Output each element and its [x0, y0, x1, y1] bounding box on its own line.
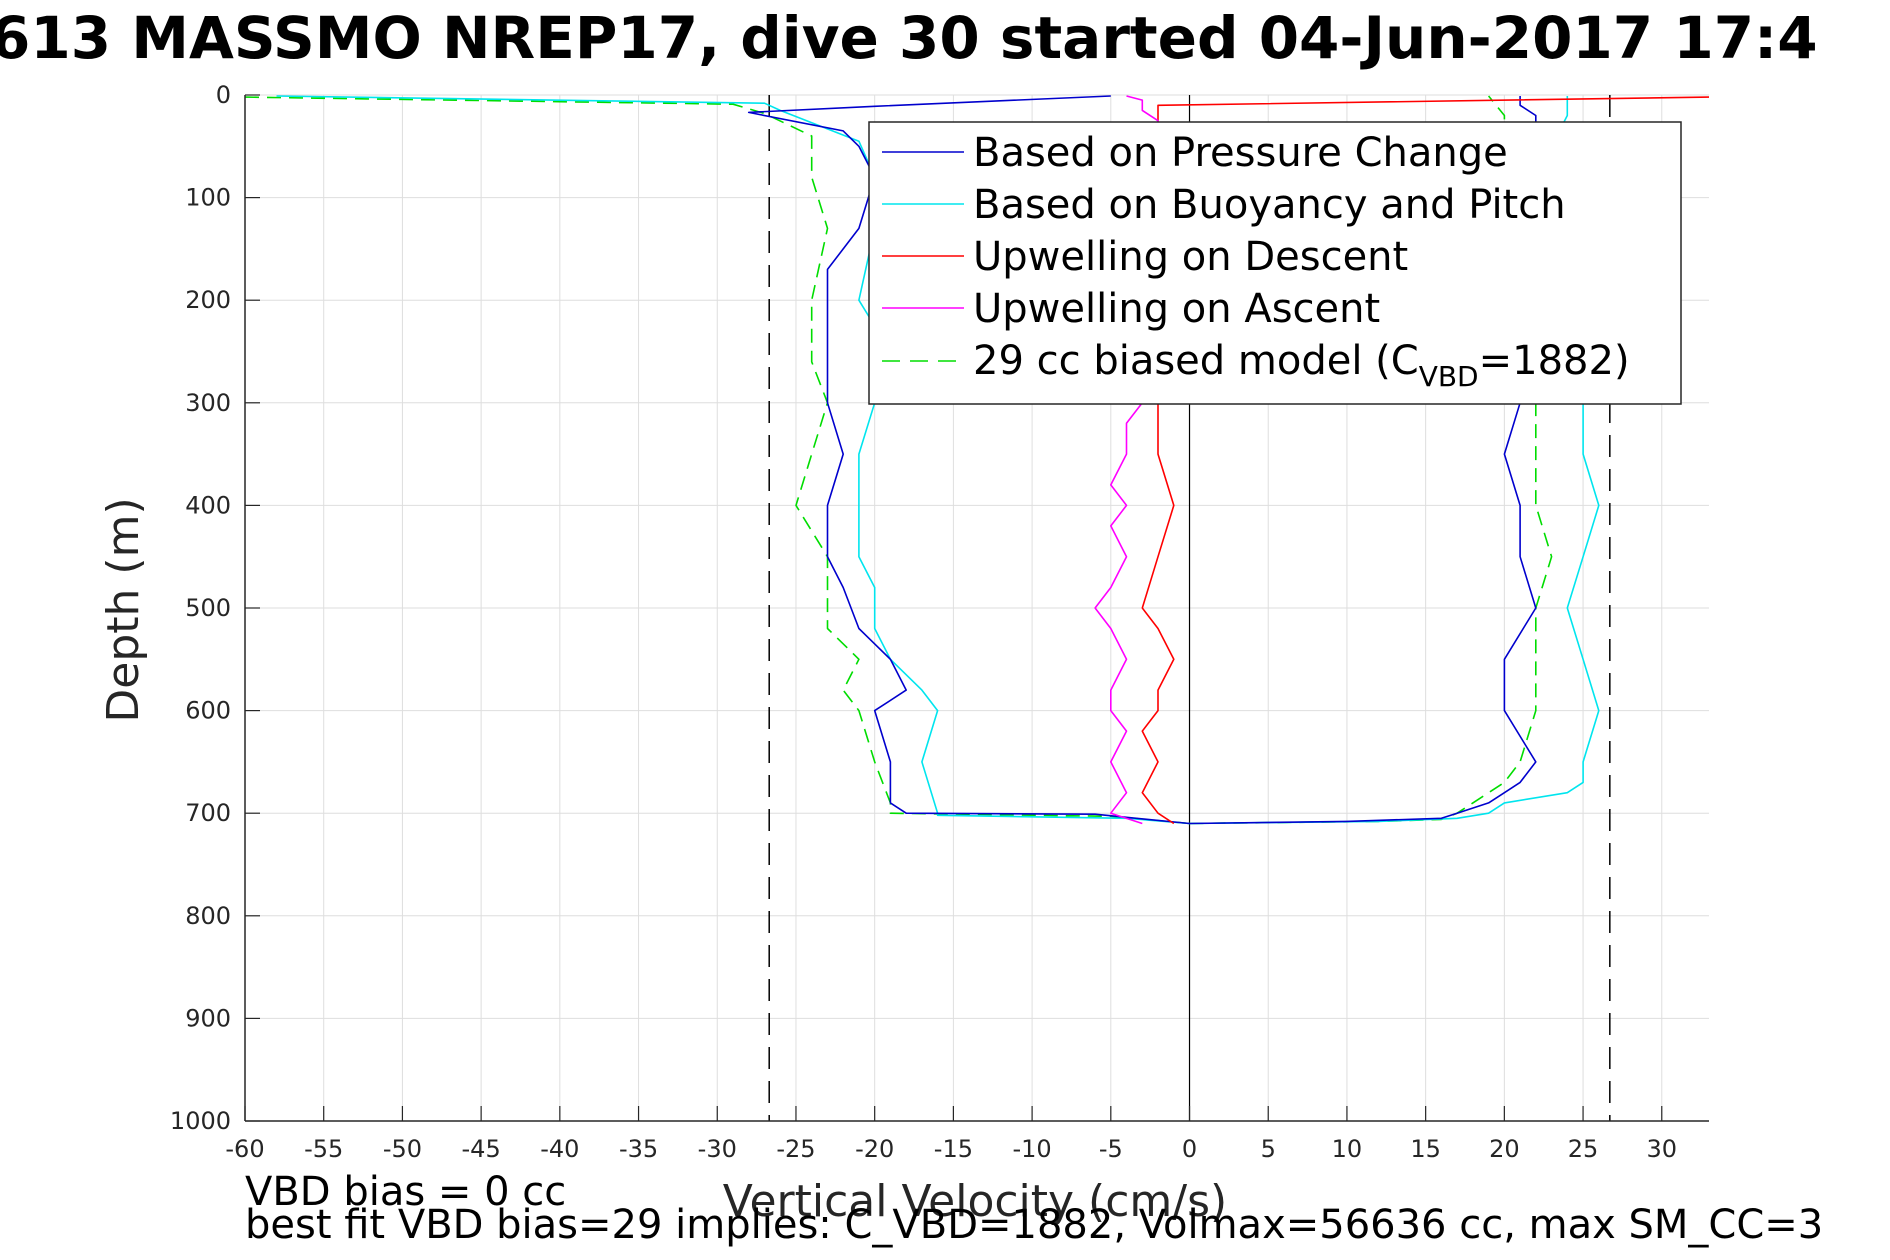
- y-tick-labels: 0 100 200 300 400 500 600 700 800 900 1000: [170, 81, 231, 1135]
- x-tick-label: -10: [1012, 1135, 1051, 1163]
- x-tick-label: -45: [462, 1135, 501, 1163]
- x-tick-label: -25: [776, 1135, 815, 1163]
- legend-model-post: =1882): [1479, 338, 1630, 384]
- legend-box: [868, 121, 1682, 405]
- x-tick-label: -20: [855, 1135, 894, 1163]
- y-tick-label: 500: [185, 594, 231, 622]
- legend-label-descent: Upwelling on Descent: [973, 234, 1408, 280]
- series-line: [244, 96, 1190, 825]
- x-tick-labels: -60 -55 -50 -45 -40 -35 -30 -25 -20 -15 -10 -5 0 5 10 1…: [225, 1135, 1677, 1163]
- x-tick-label: -15: [934, 1135, 973, 1163]
- x-tick-label: 0: [1182, 1135, 1197, 1163]
- chart-title: 613 MASSMO NREP17, dive 30 started 04-Ju…: [0, 4, 1818, 72]
- x-tick-label: 15: [1410, 1135, 1441, 1163]
- x-tick-label: -5: [1099, 1135, 1123, 1163]
- x-tick-label: -50: [383, 1135, 422, 1163]
- x-tick-label: 25: [1568, 1135, 1599, 1163]
- legend-label-model: 29 cc biased model (CVBD=1882): [973, 338, 1630, 393]
- legend-label-buoyancy: Based on Buoyancy and Pitch: [973, 182, 1566, 228]
- footer-fit-line: best fit VBD bias=29 implies: C_VBD=1882…: [245, 1202, 1823, 1248]
- y-axis-label: Depth (m): [98, 497, 149, 722]
- legend-label-ascent: Upwelling on Ascent: [973, 286, 1380, 332]
- x-tick-label: 5: [1261, 1135, 1276, 1163]
- series-line: [747, 95, 1190, 825]
- x-tick-label: -30: [698, 1135, 737, 1163]
- axes: [244, 94, 1709, 1122]
- y-tick-label: 300: [185, 389, 231, 417]
- x-tick-label: -55: [304, 1135, 343, 1163]
- legend-label-pressure: Based on Pressure Change: [973, 130, 1508, 176]
- series-line: [276, 95, 1190, 825]
- legend-model-pre: 29 cc biased model (C: [973, 338, 1419, 384]
- y-tick-label: 600: [185, 697, 231, 725]
- legend-model-sub: VBD: [1419, 360, 1479, 393]
- y-tick-label: 0: [216, 81, 231, 109]
- y-tick-label: 900: [185, 1004, 231, 1032]
- legend: Based on Pressure Change Based on Buoyan…: [868, 121, 1682, 405]
- x-tick-label: 10: [1332, 1135, 1363, 1163]
- x-tick-label: -40: [540, 1135, 579, 1163]
- y-tick-label: 800: [185, 902, 231, 930]
- x-tick-label: -60: [225, 1135, 264, 1163]
- footer-bias-line: VBD bias = 0 cc: [245, 1169, 566, 1215]
- x-tick-label: 30: [1647, 1135, 1678, 1163]
- y-tick-label: 400: [185, 491, 231, 519]
- y-tick-label: 700: [185, 799, 231, 827]
- y-tick-label: 1000: [170, 1107, 231, 1135]
- x-tick-label: -35: [619, 1135, 658, 1163]
- y-tick-label: 200: [185, 286, 231, 314]
- x-axis-label: Vertical Velocity (cm/s): [723, 1176, 1227, 1227]
- x-tick-label: 20: [1489, 1135, 1520, 1163]
- y-tick-label: 100: [185, 184, 231, 212]
